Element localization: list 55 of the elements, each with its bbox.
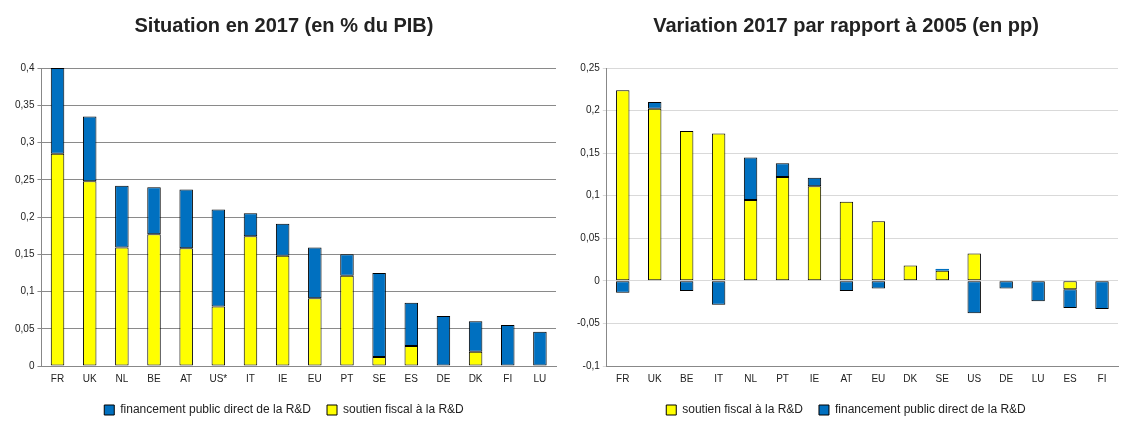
- x-tick-label: PT: [776, 372, 789, 384]
- legend-label: soutien fiscal à la R&D: [343, 402, 465, 417]
- x-tick-label: ES: [404, 372, 419, 384]
- x-tick-label: NL: [115, 372, 129, 384]
- x-tick-label: ES: [1063, 372, 1078, 384]
- chart-title: Variation 2017 par rapport à 2005 (en pp): [653, 13, 1039, 36]
- y-tick-label: 0,25: [580, 61, 601, 73]
- x-tick-label: EU: [871, 372, 886, 384]
- x-tick-label: IT: [714, 372, 724, 384]
- x-tick-label: NL: [744, 372, 758, 384]
- x-tick-label: LU: [533, 372, 547, 384]
- chart-title: Situation en 2017 (en % du PIB): [134, 13, 434, 36]
- x-tick-label: SE: [372, 372, 387, 384]
- x-tick-label: FI: [1097, 372, 1107, 384]
- y-tick-label: 0,2: [585, 104, 601, 116]
- x-tick-label: IE: [809, 372, 820, 384]
- x-tick-label: AT: [840, 372, 853, 384]
- x-tick-label: US: [967, 372, 982, 384]
- x-tick-label: LU: [1031, 372, 1045, 384]
- x-tick-label: FI: [503, 372, 513, 384]
- x-tick-label: AT: [180, 372, 193, 384]
- x-tick-label: IT: [246, 372, 255, 384]
- y-tick-label: -0,05: [577, 317, 601, 329]
- y-tick-label: 0,15: [14, 248, 35, 259]
- x-tick-label: US*: [209, 372, 228, 384]
- y-tick-label: 0,1: [20, 285, 35, 297]
- x-tick-label: UK: [647, 372, 662, 384]
- x-tick-label: UK: [82, 372, 97, 384]
- x-tick-label: IE: [277, 372, 288, 384]
- y-tick-label: 0: [28, 359, 35, 371]
- y-tick-label: 0,4: [20, 61, 35, 73]
- legend-label: financement public direct de la R&D: [834, 402, 1027, 417]
- x-tick-label: DE: [999, 372, 1014, 384]
- x-tick-label: SE: [935, 372, 950, 384]
- x-tick-label: EU: [307, 372, 322, 384]
- x-tick-label: BE: [147, 372, 162, 384]
- legend-label: financement public direct de la R&D: [120, 402, 312, 417]
- x-tick-label: BE: [680, 372, 694, 384]
- x-tick-label: PT: [340, 372, 354, 384]
- x-tick-label: FR: [50, 372, 65, 384]
- legend-label: soutien fiscal à la R&D: [682, 402, 804, 417]
- y-tick-label: 0,1: [585, 189, 601, 201]
- y-tick-label: 0,3: [20, 136, 35, 148]
- x-tick-label: FR: [616, 372, 630, 384]
- y-tick-label: 0,05: [14, 322, 35, 334]
- y-tick-label: 0,35: [14, 99, 35, 110]
- y-tick-label: 0: [594, 274, 601, 286]
- x-tick-label: DK: [903, 372, 918, 384]
- x-tick-label: DE: [436, 372, 451, 384]
- y-tick-label: 0,2: [20, 210, 35, 222]
- y-tick-label: 0,15: [580, 146, 601, 158]
- y-tick-label: 0,05: [580, 232, 601, 244]
- y-tick-label: -0,1: [582, 359, 601, 371]
- x-tick-label: DK: [468, 372, 483, 384]
- y-tick-label: 0,25: [14, 173, 35, 185]
